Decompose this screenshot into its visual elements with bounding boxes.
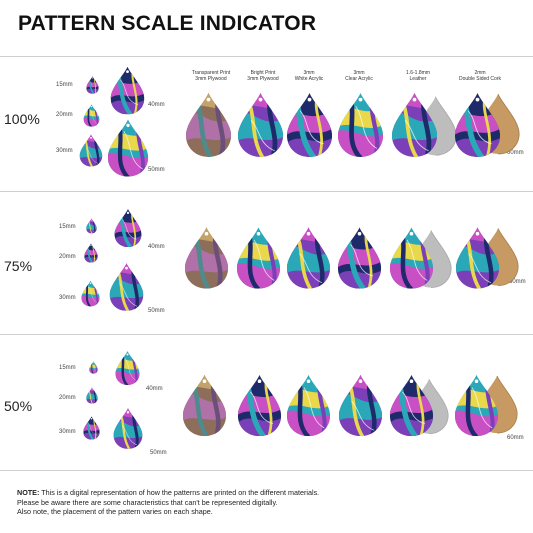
material-drop-leather xyxy=(389,226,434,290)
material-drop-transparent-plywood xyxy=(184,226,229,290)
material-drop-clear-acrylic xyxy=(337,226,382,290)
size-label-60mm: 60mm xyxy=(507,150,524,156)
material-drop-clear-acrylic xyxy=(338,374,383,437)
note-label: NOTE: xyxy=(17,488,40,497)
sample-drop-50mm xyxy=(113,407,143,450)
divider-1 xyxy=(0,191,533,192)
material-drop-cork xyxy=(454,92,501,158)
size-label-30mm: 30mm xyxy=(59,295,76,301)
sample-drop-15mm xyxy=(86,76,99,94)
material-label-white-acrylic: 3mm White Acrylic xyxy=(294,70,324,82)
note-line-1: This is a digital representation of how … xyxy=(41,488,320,497)
material-drop-white-acrylic xyxy=(286,92,333,158)
sample-drop-50mm xyxy=(107,118,149,178)
size-label-50mm: 50mm xyxy=(150,450,167,456)
size-label-40mm: 40mm xyxy=(148,244,165,250)
sample-drop-15mm xyxy=(89,361,98,374)
material-label-bright-plywood: Bright Print 3mm Plywood xyxy=(247,70,279,82)
scale-label-100: 100% xyxy=(4,111,40,127)
sample-drop-30mm xyxy=(83,416,100,440)
material-label-cork: 2mm Double Sided Cork xyxy=(459,70,501,82)
note-text: NOTE: This is a digital representation o… xyxy=(17,488,522,517)
sample-drop-30mm xyxy=(79,134,103,167)
size-label-15mm: 15mm xyxy=(59,365,76,371)
page-title: PATTERN SCALE INDICATOR xyxy=(18,12,317,35)
sample-drop-50mm xyxy=(109,262,144,312)
scale-label-50: 50% xyxy=(4,398,33,414)
material-drop-bright-plywood xyxy=(236,226,281,290)
size-label-50mm: 50mm xyxy=(148,167,165,173)
size-label-15mm: 15mm xyxy=(56,82,73,88)
divider-2 xyxy=(0,334,533,335)
material-drop-transparent-plywood xyxy=(185,92,232,158)
sample-drop-40mm xyxy=(114,208,142,248)
size-label-60mm: 60mm xyxy=(507,435,524,441)
size-label-30mm: 30mm xyxy=(56,148,73,154)
size-label-20mm: 20mm xyxy=(59,395,76,401)
note-line-2: Please be aware there are some character… xyxy=(17,497,278,507)
material-label-clear-acrylic: 3mm Clear Acrylic xyxy=(345,70,373,82)
material-drop-white-acrylic xyxy=(286,226,331,290)
material-drop-leather xyxy=(389,374,434,437)
material-drop-white-acrylic xyxy=(286,374,331,437)
size-label-50mm: 50mm xyxy=(148,308,165,314)
size-label-40mm: 40mm xyxy=(148,102,165,108)
size-label-20mm: 20mm xyxy=(59,254,76,260)
size-label-30mm: 30mm xyxy=(59,429,76,435)
material-drop-bright-plywood xyxy=(237,92,284,158)
material-drop-leather xyxy=(391,92,438,158)
size-label-60mm: 60mm xyxy=(509,279,526,285)
divider-bottom xyxy=(0,470,533,471)
sample-drop-15mm xyxy=(86,218,97,234)
size-label-20mm: 20mm xyxy=(56,112,73,118)
material-label-leather: 1.6-1.8mm Leather xyxy=(406,70,430,82)
sample-drop-40mm xyxy=(110,66,145,115)
sample-drop-30mm xyxy=(81,280,100,307)
sample-drop-20mm xyxy=(84,243,98,263)
scale-label-75: 75% xyxy=(4,258,33,274)
sample-drop-20mm xyxy=(83,104,100,127)
material-drop-cork xyxy=(455,226,500,290)
note-line-3: Also note, the placement of the pattern … xyxy=(17,507,213,517)
material-label-transparent-plywood: Transparent Print 3mm Plywood xyxy=(191,70,231,82)
sample-drop-40mm xyxy=(115,350,140,386)
sample-drop-20mm xyxy=(86,387,98,404)
material-drop-transparent-plywood xyxy=(182,374,227,437)
material-drop-cork xyxy=(454,374,499,437)
size-label-15mm: 15mm xyxy=(59,224,76,230)
size-label-40mm: 40mm xyxy=(146,386,163,392)
material-drop-bright-plywood xyxy=(237,374,282,437)
material-drop-clear-acrylic xyxy=(337,92,384,158)
divider-top xyxy=(0,56,533,57)
